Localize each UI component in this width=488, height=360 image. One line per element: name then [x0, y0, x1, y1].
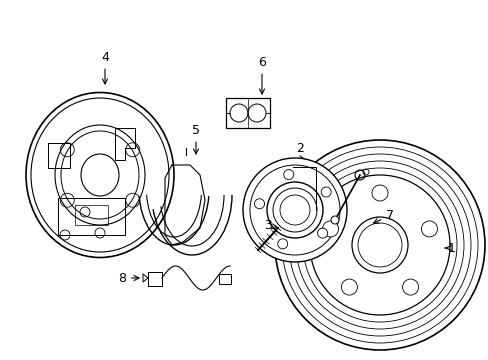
Circle shape: [266, 182, 323, 238]
FancyBboxPatch shape: [219, 274, 230, 284]
Circle shape: [321, 187, 330, 197]
Circle shape: [317, 228, 327, 238]
Text: 4: 4: [101, 50, 109, 84]
Text: 6: 6: [258, 55, 265, 94]
Text: 8: 8: [118, 271, 139, 284]
Circle shape: [351, 217, 407, 273]
Circle shape: [277, 239, 287, 249]
Circle shape: [330, 216, 338, 224]
Text: 1: 1: [445, 242, 455, 255]
Circle shape: [322, 221, 338, 237]
Circle shape: [283, 170, 293, 180]
Circle shape: [247, 104, 265, 122]
FancyBboxPatch shape: [148, 272, 162, 286]
Circle shape: [341, 279, 357, 295]
Ellipse shape: [26, 93, 174, 257]
Text: 7: 7: [373, 208, 393, 223]
Circle shape: [254, 199, 264, 209]
Circle shape: [421, 221, 437, 237]
Circle shape: [371, 185, 387, 201]
Circle shape: [243, 158, 346, 262]
Text: 2: 2: [295, 141, 304, 154]
Circle shape: [229, 104, 247, 122]
Text: 3: 3: [264, 219, 277, 231]
Circle shape: [309, 175, 449, 315]
Text: 5: 5: [192, 123, 200, 154]
Circle shape: [274, 140, 484, 350]
Circle shape: [402, 279, 418, 295]
FancyBboxPatch shape: [225, 98, 269, 128]
